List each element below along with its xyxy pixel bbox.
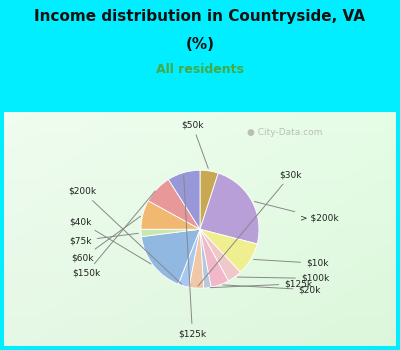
Wedge shape: [200, 173, 259, 244]
Text: Income distribution in Countryside, VA: Income distribution in Countryside, VA: [34, 9, 366, 24]
Text: $10k: $10k: [254, 259, 328, 268]
Wedge shape: [141, 201, 200, 229]
Text: $125k: $125k: [178, 175, 206, 338]
Text: $150k: $150k: [72, 191, 155, 278]
Wedge shape: [168, 170, 200, 229]
Text: $100k: $100k: [238, 274, 329, 283]
Text: > $200k: > $200k: [254, 202, 339, 222]
Text: $50k: $50k: [181, 120, 208, 168]
Text: $40k: $40k: [69, 217, 151, 264]
Wedge shape: [148, 180, 200, 229]
Wedge shape: [200, 229, 228, 287]
Wedge shape: [142, 229, 200, 284]
Wedge shape: [200, 229, 211, 288]
Text: (%): (%): [186, 37, 214, 52]
Text: $125k: $125k: [210, 279, 312, 288]
Text: ● City-Data.com: ● City-Data.com: [247, 128, 322, 138]
Text: $30k: $30k: [198, 170, 302, 286]
Wedge shape: [200, 229, 257, 272]
Text: $75k: $75k: [69, 233, 138, 245]
Wedge shape: [189, 229, 204, 288]
Text: $60k: $60k: [72, 216, 140, 262]
Wedge shape: [200, 229, 240, 281]
Text: All residents: All residents: [156, 63, 244, 76]
Wedge shape: [200, 170, 218, 229]
Text: $200k: $200k: [69, 187, 182, 284]
Text: $20k: $20k: [223, 285, 321, 294]
Wedge shape: [141, 229, 200, 237]
Wedge shape: [178, 229, 200, 287]
